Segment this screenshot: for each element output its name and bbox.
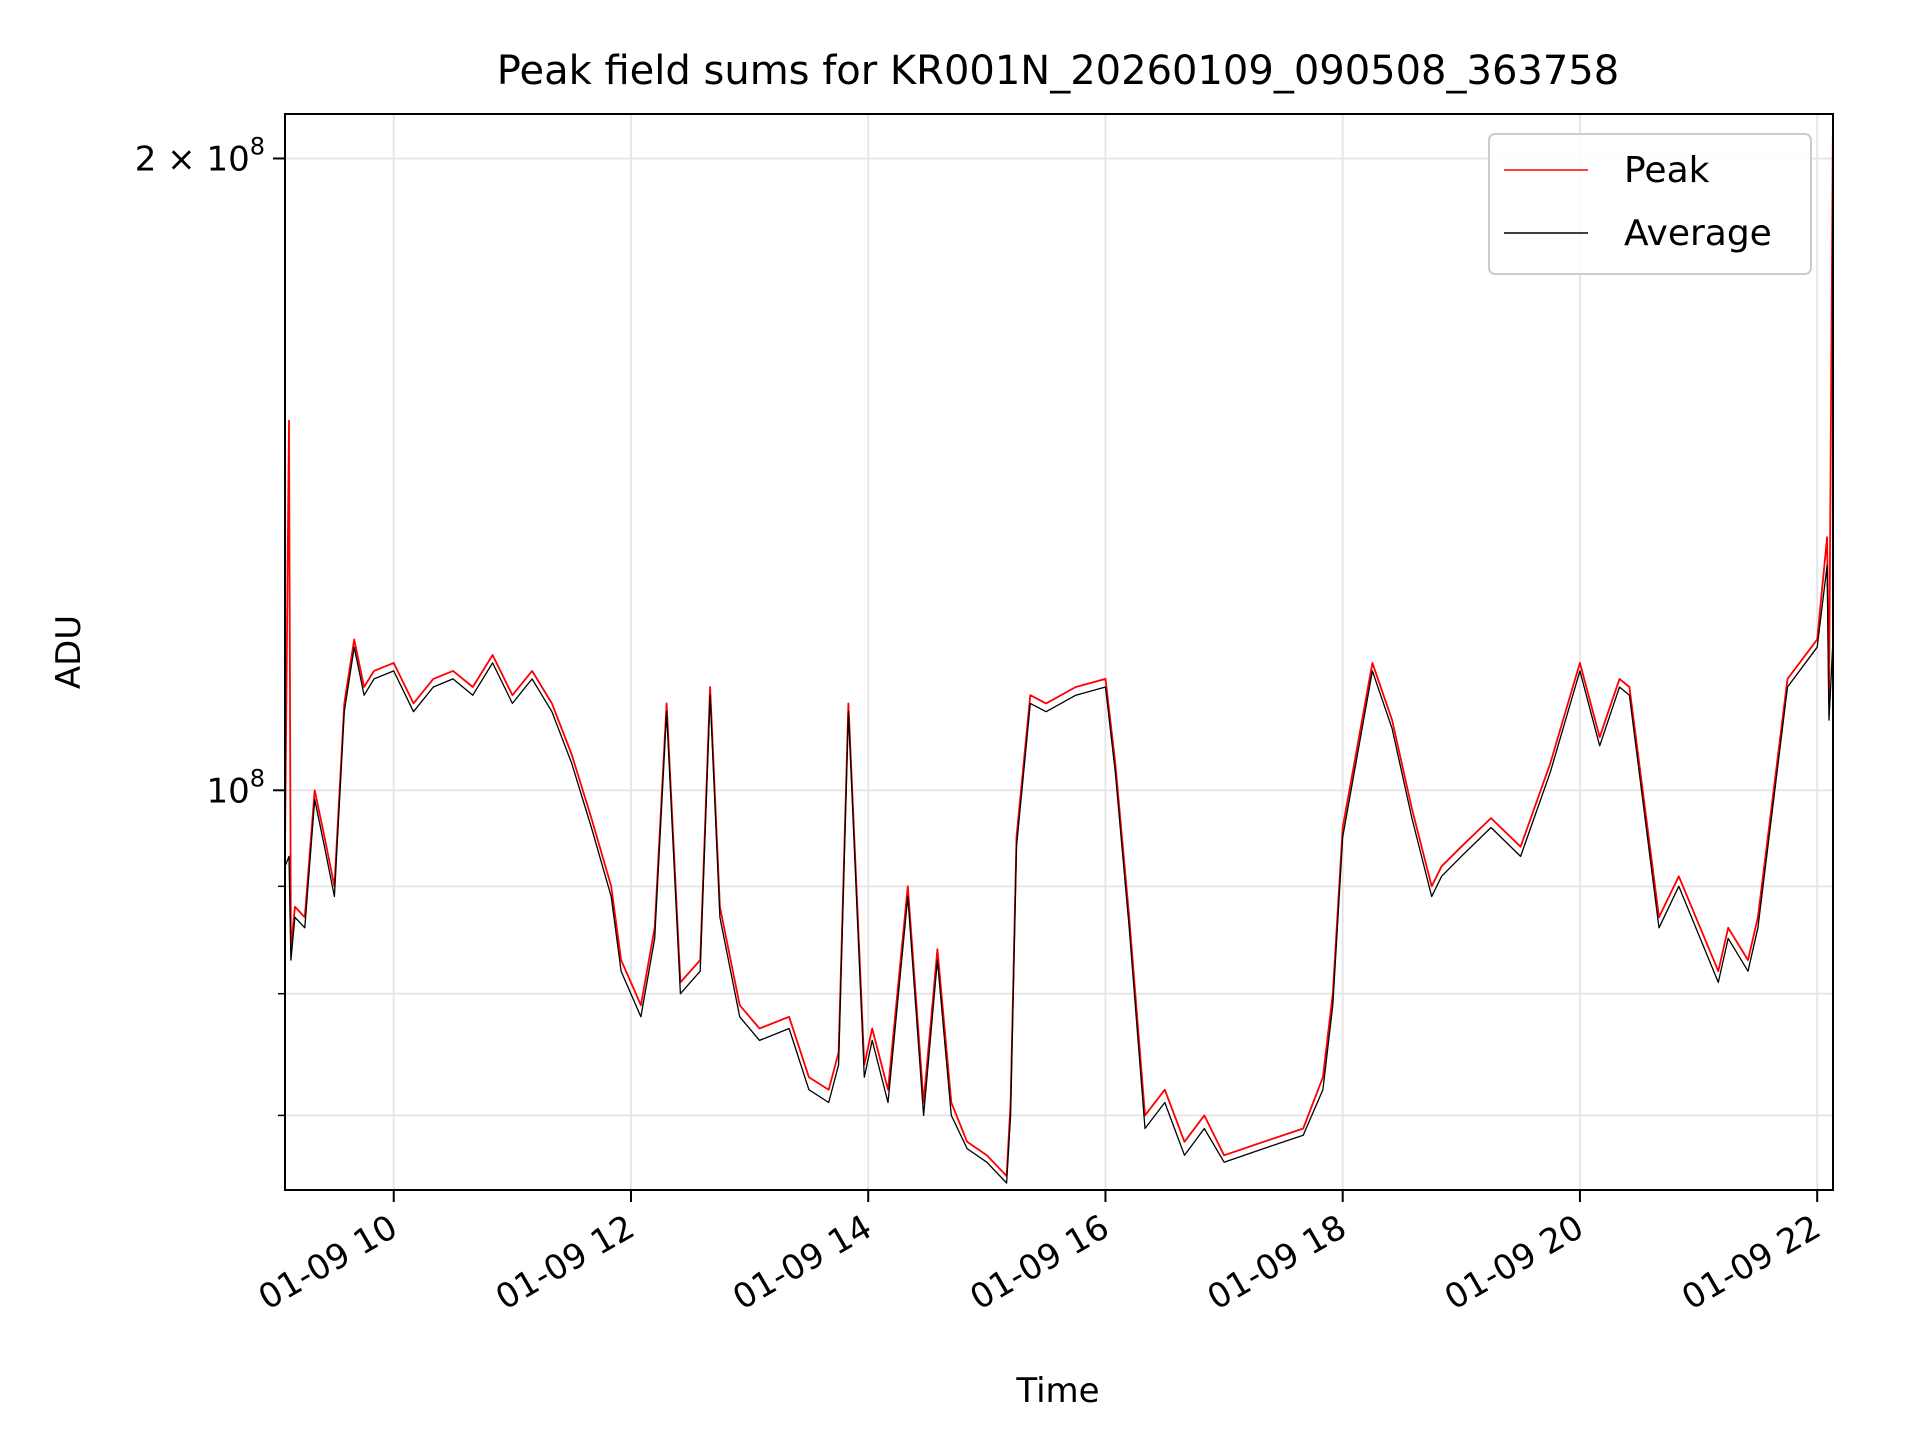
series-layer bbox=[285, 114, 1833, 1184]
legend-box bbox=[1488, 133, 1812, 275]
plot-frame bbox=[284, 113, 1834, 1191]
legend-label-average: Average bbox=[1624, 213, 1772, 254]
y-tick-label-exponent: 8 bbox=[250, 132, 265, 160]
grid bbox=[285, 114, 1833, 1190]
y-tick-label: 108 bbox=[206, 764, 265, 811]
y-tick-label-base: 2 × 10 bbox=[135, 139, 250, 179]
y-axis-label: ADU bbox=[49, 615, 89, 689]
series-line-peak bbox=[285, 114, 1833, 1177]
chart-title: Peak field sums for KR001N_20260109_0905… bbox=[497, 48, 1619, 94]
series-line-average bbox=[285, 564, 1833, 1184]
legend-label-peak: Peak bbox=[1624, 150, 1710, 191]
legend: Peak Average bbox=[1488, 133, 1812, 275]
y-tick-label-exponent: 8 bbox=[250, 764, 265, 792]
y-tick-label-base: 10 bbox=[206, 771, 249, 811]
x-axis-label: Time bbox=[1015, 1371, 1099, 1411]
y-tick-label: 2 × 108 bbox=[135, 132, 265, 179]
